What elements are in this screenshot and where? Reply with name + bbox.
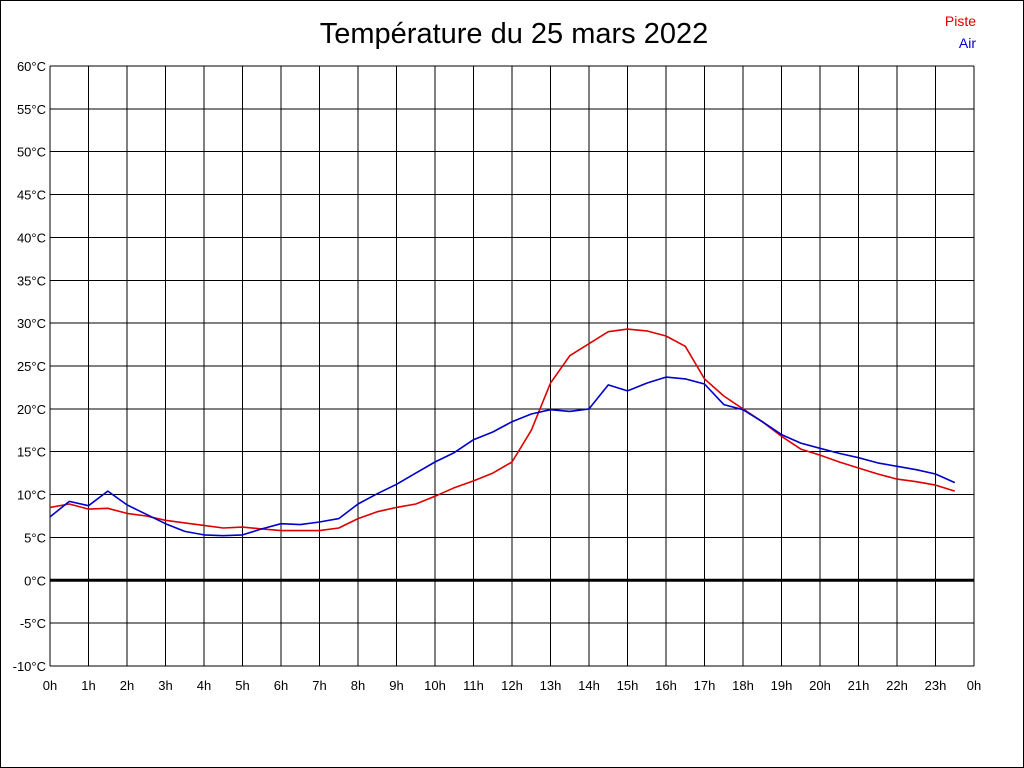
y-tick-label: 10°C	[17, 488, 46, 503]
y-tick-label: 20°C	[17, 402, 46, 417]
x-tick-label: 17h	[694, 678, 716, 693]
x-axis-ticks: 0h 1h 2h 3h 4h 5h 6h 7h 8h 9h 10h 11h 12h 13h 14h 15h 16…	[43, 678, 981, 693]
y-tick-label: 40°C	[17, 230, 46, 245]
y-tick-label: 55°C	[17, 102, 46, 117]
x-tick-label: 6h	[274, 678, 288, 693]
x-tick-label: 23h	[925, 678, 947, 693]
x-tick-label: 1h	[81, 678, 95, 693]
y-tick-label: 0°C	[24, 573, 46, 588]
y-tick-label: 60°C	[17, 59, 46, 74]
y-tick-label: 5°C	[24, 530, 46, 545]
y-tick-label: 25°C	[17, 359, 46, 374]
x-tick-label: 22h	[886, 678, 908, 693]
x-tick-label: 19h	[771, 678, 793, 693]
x-tick-label: 5h	[235, 678, 249, 693]
x-tick-label: 2h	[120, 678, 134, 693]
x-tick-label: 9h	[389, 678, 403, 693]
x-tick-label: 12h	[501, 678, 523, 693]
x-tick-label: 0h	[43, 678, 57, 693]
x-tick-label: 8h	[351, 678, 365, 693]
x-tick-label: 18h	[732, 678, 754, 693]
legend-piste: Piste	[944, 13, 976, 29]
x-tick-label: 13h	[540, 678, 562, 693]
y-axis-ticks: 60°C 55°C 50°C 45°C 40°C 35°C 30°C 25°C 20°C 15°C…	[13, 59, 46, 674]
series-line-piste	[49, 328, 956, 532]
y-tick-label: 30°C	[17, 316, 46, 331]
x-tick-label: 3h	[158, 678, 172, 693]
x-tick-label: 7h	[312, 678, 326, 693]
y-tick-label: 45°C	[17, 188, 46, 203]
series-line-air	[49, 376, 956, 537]
series-lines	[49, 328, 956, 537]
x-tick-label: 16h	[655, 678, 677, 693]
x-tick-label: 21h	[848, 678, 870, 693]
x-tick-label: 20h	[809, 678, 831, 693]
y-tick-label: 15°C	[17, 445, 46, 460]
x-tick-label: 14h	[578, 678, 600, 693]
x-tick-label: 11h	[463, 678, 484, 693]
y-tick-label: -10°C	[13, 659, 46, 674]
chart-title: Température du 25 mars 2022	[319, 18, 709, 50]
y-tick-label: 50°C	[17, 145, 46, 160]
x-tick-label: 10h	[424, 678, 446, 693]
legend-air: Air	[958, 35, 976, 51]
x-tick-label: 4h	[197, 678, 211, 693]
y-tick-label: 35°C	[17, 273, 46, 288]
y-tick-label: -5°C	[20, 616, 46, 631]
grid-lines	[49, 65, 975, 667]
x-tick-label: 0h	[967, 678, 981, 693]
x-tick-label: 15h	[617, 678, 639, 693]
